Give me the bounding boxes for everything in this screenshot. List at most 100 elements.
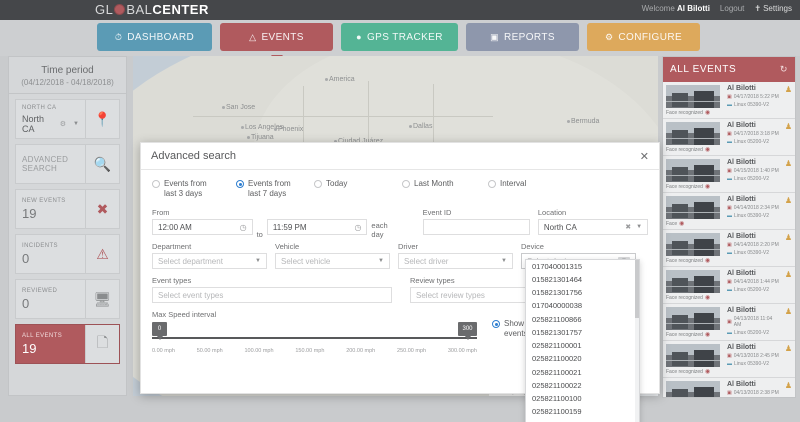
event-thumbnail[interactable] — [666, 122, 720, 145]
slider-track[interactable] — [152, 337, 477, 339]
clock-icon[interactable]: ◷ — [354, 222, 362, 232]
review-types-field: Review types Select review types — [410, 276, 530, 303]
radio-show-all-events[interactable]: Show all events — [492, 319, 534, 358]
event-thumb-block[interactable]: Face recognized◉ — [666, 344, 722, 375]
event-thumb-block[interactable]: Face recognized◉ — [666, 85, 722, 116]
sidebar-item-advanced-search[interactable]: ADVANCED SEARCH 🔍 — [15, 144, 120, 184]
thumb-vehicle — [694, 313, 714, 330]
clear-icon[interactable]: ✖ — [625, 224, 632, 231]
event-thumb-block[interactable]: Face ◉ — [666, 196, 722, 227]
device-option[interactable]: 015821301756 — [532, 288, 583, 297]
event-thumbnail[interactable] — [666, 307, 720, 330]
vehicle-select[interactable]: Select vehicle ▼ — [275, 253, 390, 269]
device-option[interactable]: 025821100001 — [532, 341, 582, 350]
device-option[interactable]: 025821100161 — [526, 419, 639, 422]
close-icon[interactable]: ✕ — [639, 150, 649, 163]
event-thumbnail[interactable] — [666, 85, 720, 108]
radio-today[interactable]: Today — [314, 179, 402, 199]
slider-handle-max[interactable]: 300 — [458, 322, 477, 340]
event-thumb-block[interactable]: Face recognized◉ — [666, 381, 722, 397]
event-types-input[interactable]: Select event types — [152, 287, 392, 303]
caret-down-icon[interactable]: ▼ — [255, 258, 261, 264]
event-id-input[interactable] — [422, 219, 530, 235]
device-option[interactable]: 025821100866 — [532, 314, 582, 324]
device-option[interactable]: 025821100022 — [532, 380, 582, 390]
tab-dashboard-label: DASHBOARD — [127, 31, 195, 43]
to-time-input[interactable]: 11:59 PM ◷ — [266, 219, 368, 235]
slider-handle-min[interactable]: 0 — [152, 322, 167, 340]
device-option[interactable]: 015821301757 — [532, 327, 583, 337]
user-name: Al Bilotti — [677, 4, 710, 13]
event-thumb-block[interactable]: Face recognized◉ — [666, 122, 722, 153]
caret-down-icon[interactable]: ▼ — [378, 258, 384, 264]
caret-down-icon[interactable]: ▼ — [501, 258, 507, 264]
logo-text-2: BAL — [126, 2, 153, 17]
event-info: Al Bilotti ▣ 04/17/2018 3:18 PM ▬ Linux 0520… — [725, 122, 779, 153]
logout-link[interactable]: Logout — [719, 4, 745, 13]
caret-down-icon[interactable]: ▼ — [73, 120, 79, 127]
device-option[interactable]: 025821100159 — [532, 407, 582, 417]
event-person-name: Al Bilotti — [727, 307, 756, 314]
device-option[interactable]: 025821100021 — [532, 367, 582, 377]
location-select[interactable]: North CA ✖ ▼ — [537, 219, 649, 235]
event-thumbnail[interactable] — [666, 196, 720, 219]
radio-last-month[interactable]: Last Month — [402, 179, 488, 199]
device-option[interactable]: 017040000038 — [532, 301, 583, 311]
driver-select[interactable]: Select driver ▼ — [398, 253, 513, 269]
welcome-text: Welcome Al Bilotti — [642, 4, 710, 13]
event-thumb-block[interactable]: Face recognized◉ — [666, 270, 722, 301]
device-option-list[interactable]: 017040001315 015821301464 015821301756 0170… — [526, 260, 639, 422]
event-thumb-block[interactable]: Face recognized◉ — [666, 233, 722, 264]
event-list-item[interactable]: Face recognized ◉ Al Bilotti ▣ 04/17/2018 3:… — [663, 119, 795, 156]
review-types-input[interactable]: Select review types — [410, 287, 530, 303]
event-thumbnail[interactable] — [666, 344, 720, 367]
device-dropdown-scrollbar[interactable] — [635, 260, 639, 422]
device-option[interactable]: 017040001315 — [532, 261, 583, 271]
event-thumbnail[interactable] — [666, 381, 720, 397]
gear-icon[interactable]: ⚙ — [59, 120, 67, 128]
caret-down-icon[interactable]: ▼ — [636, 224, 643, 230]
thumb-vehicle — [672, 278, 688, 292]
event-thumb-block[interactable]: Face recognized◉ — [666, 307, 722, 338]
radio-events-last-3-days[interactable]: Events from last 3 days — [152, 179, 236, 199]
tab-dashboard[interactable]: ⏱ DASHBOARD — [97, 23, 212, 51]
thumb-lane — [666, 212, 720, 213]
event-thumbnail[interactable] — [666, 159, 720, 182]
settings-link[interactable]: ✝ Settings — [754, 4, 792, 13]
device-option[interactable]: 015821301464 — [532, 274, 583, 284]
device-option[interactable]: 025821100100 — [532, 394, 582, 403]
events-list[interactable]: Face recognized ◉ Al Bilotti ▣ 04/17/2018 5:… — [663, 82, 795, 397]
radio-interval[interactable]: Interval — [488, 179, 526, 199]
radio-events-last-7-days[interactable]: Events from last 7 days — [236, 179, 314, 199]
event-list-item[interactable]: Face recognized ◉ Al Bilotti ▣ 04/17/2018 5:… — [663, 82, 795, 119]
event-list-item[interactable]: Face recognized ◉ Al Bilotti ▣ 04/14/2018 2:… — [663, 230, 795, 267]
event-list-item[interactable]: Face recognized◉ Al Bilotti ▣04/13/2018 2:… — [663, 378, 795, 397]
event-thumbnail[interactable] — [666, 233, 720, 256]
refresh-icon[interactable]: ↻ — [779, 64, 788, 74]
event-thumbnail[interactable] — [666, 270, 720, 293]
sliders-icon: ⚙ — [604, 31, 614, 42]
max-speed-slider[interactable]: 0 300 0.00 mph 50.00 mph 100.00 mph 150.00 … — [152, 322, 477, 358]
sidebar-item-reviewed[interactable]: REVIEWED 0 🖥 — [15, 279, 120, 319]
tab-gps-tracker[interactable]: ● GPS TRACKER — [341, 23, 458, 51]
device-dropdown-menu[interactable]: 017040001315 015821301464 015821301756 0170… — [525, 259, 640, 422]
tab-reports[interactable]: ▣ REPORTS — [466, 23, 579, 51]
event-list-item[interactable]: Face recognized ◉ Al Bilotti ▣ 04/14/2018 1:… — [663, 267, 795, 304]
event-list-item[interactable]: Face recognized ◉ Al Bilotti ▣ 04/13/2018 11… — [663, 304, 795, 341]
sidebar-item-new-events[interactable]: NEW EVENTS 19 ✖ — [15, 189, 120, 229]
event-list-item[interactable]: Face ◉ Al Bilotti ▣ 04/14/2018 2:34 PM ▬ Linux… — [663, 193, 795, 230]
event-thumb-block[interactable]: Face recognized◉ — [666, 159, 722, 190]
department-select[interactable]: Select department ▼ — [152, 253, 267, 269]
thumb-lane — [666, 138, 720, 139]
event-list-item[interactable]: Face recognized ◉ Al Bilotti ▣ 04/15/2018 1:… — [663, 156, 795, 193]
sidebar-item-incidents[interactable]: INCIDENTS 0 ⚠ — [15, 234, 120, 274]
device-option[interactable]: 025821100020 — [532, 354, 582, 364]
sidebar-item-all-events[interactable]: ALL EVENTS 19 🗋 — [15, 324, 120, 364]
from-time-input[interactable]: 12:00 AM ◷ — [152, 219, 253, 235]
clock-icon[interactable]: ◷ — [239, 222, 247, 232]
sidebar-item-region[interactable]: NORTH CA North CA ⚙ ▼ 📍 — [15, 99, 120, 139]
tab-configure[interactable]: ⚙ CONFIGURE — [587, 23, 700, 51]
tab-events[interactable]: △ EVENTS — [220, 23, 333, 62]
event-list-item[interactable]: Face recognized◉ Al Bilotti ▣04/13/2018 2:… — [663, 341, 795, 378]
scrollbar-thumb[interactable] — [635, 260, 639, 318]
